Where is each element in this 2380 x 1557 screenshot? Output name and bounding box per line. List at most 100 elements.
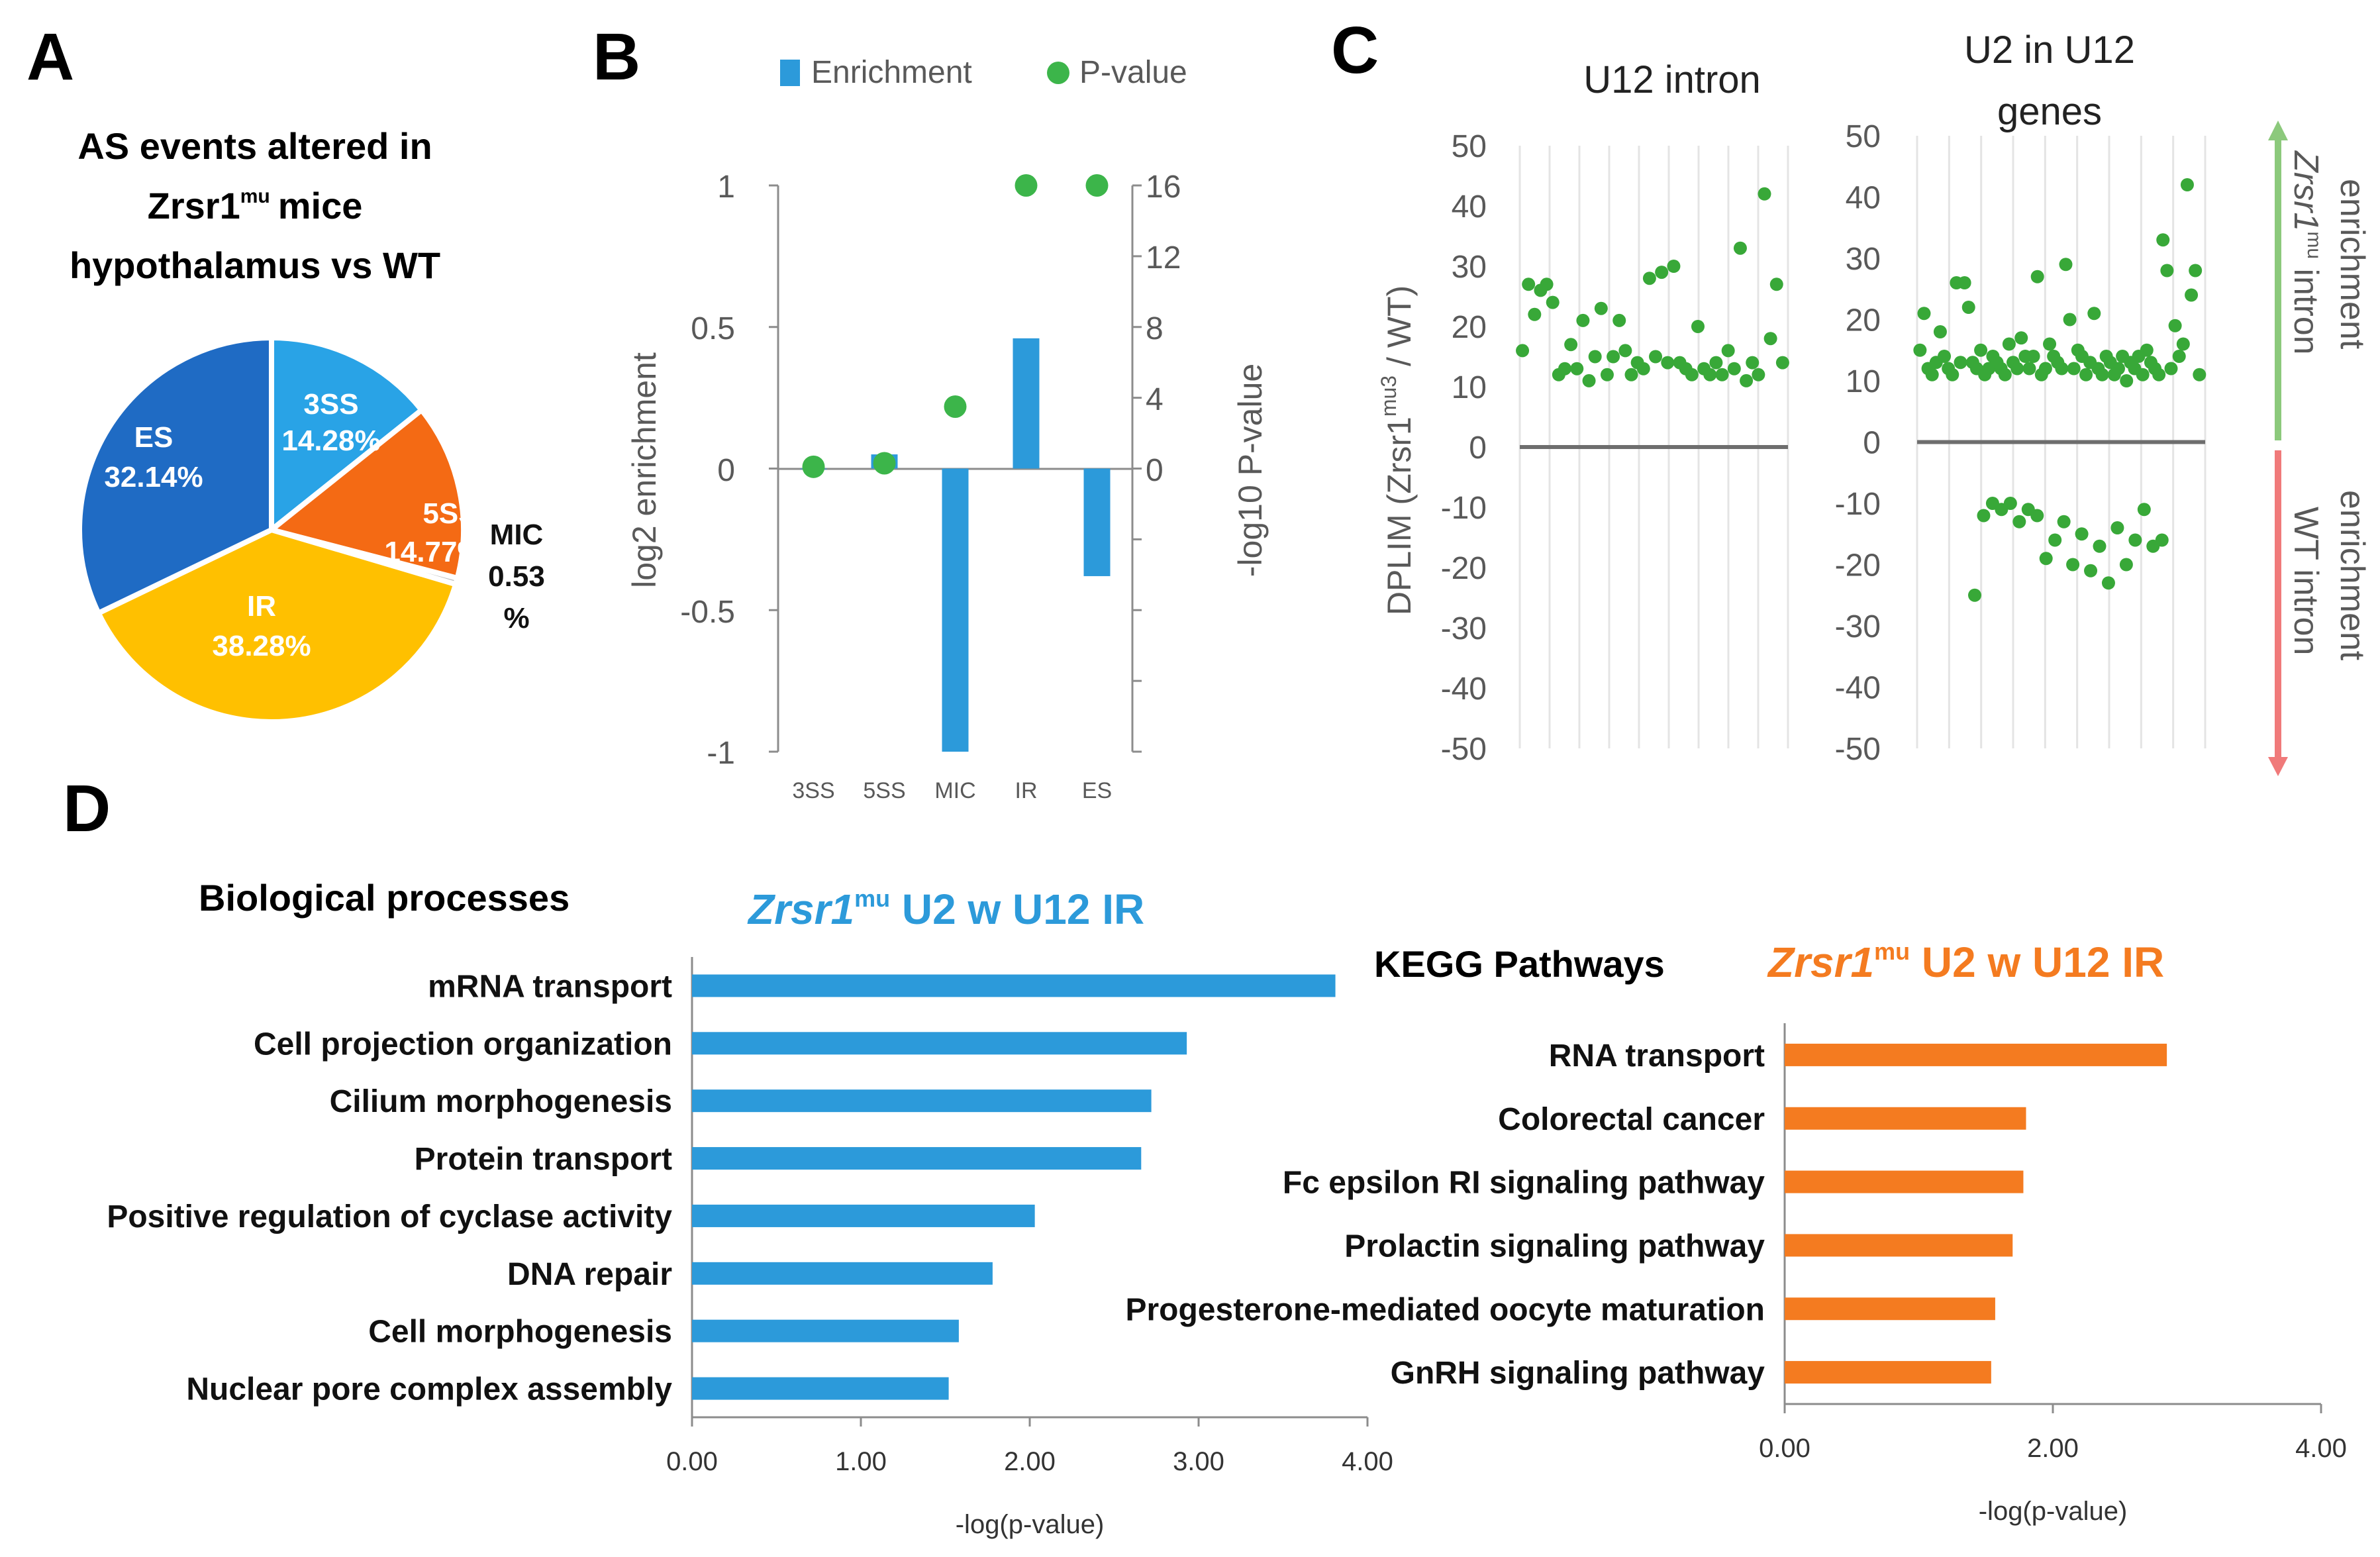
d-left-subtitle-gene: Zrsr1 <box>747 885 854 933</box>
c-ylabel: DPLIM (Zrsr1mu3 / WT) <box>1377 285 1418 615</box>
c-side-top-rest: intron <box>2287 259 2325 355</box>
chartD1-bar-6 <box>692 1319 959 1342</box>
pie-title-line2: Zrsr1mu mice <box>148 185 363 226</box>
d-right-subtitle: Zrsr1mu U2 w U12 IR <box>1767 938 2164 986</box>
c-ytick: 20 <box>1846 303 1881 338</box>
c-point <box>1961 301 1975 314</box>
c-point <box>1624 368 1638 381</box>
c-ytick: -40 <box>1441 672 1487 707</box>
c-ytick: -50 <box>1441 732 1487 767</box>
c-point <box>1522 277 1536 291</box>
b-ylabel: log2 enrichment <box>626 352 663 588</box>
c-point <box>2010 362 2024 376</box>
b-dot-mic <box>944 395 967 418</box>
c-point <box>2111 362 2125 376</box>
d-right-title: KEGG Pathways <box>1374 943 1665 985</box>
chartD2-category-0: RNA transport <box>1549 1038 1765 1074</box>
b-bar-mic <box>942 468 969 752</box>
chartD1-bar-3 <box>692 1147 1142 1170</box>
b-xtick-5ss: 5SS <box>863 778 905 803</box>
pie-title-line3: hypothalamus vs WT <box>70 244 440 286</box>
c-point <box>1998 368 2012 381</box>
chartD1-category-5: DNA repair <box>507 1257 672 1292</box>
biological-processes-chart: mRNA transport Cell projection organizati… <box>107 957 1393 1539</box>
c-point <box>1733 241 1747 255</box>
c-point <box>2101 576 2115 590</box>
chartD2-category-1: Colorectal cancer <box>1498 1102 1765 1137</box>
chartD1-xtick-4: 4.00 <box>1342 1447 1393 1476</box>
panel-a: A AS events altered in Zrsr1mu mice hypot… <box>26 20 545 725</box>
chartD2-bar-1 <box>1785 1107 2026 1130</box>
legend-enrichment-swatch <box>780 60 800 86</box>
chartD2-bar-3 <box>1785 1234 2013 1257</box>
c-side-top-label: Zrsr1mu intron <box>2287 150 2325 355</box>
c-point <box>1576 313 1590 327</box>
b-bar-ir <box>1013 338 1040 469</box>
b-y2tick-5: 0 <box>1146 453 1164 488</box>
c-point <box>2110 521 2124 534</box>
c-side-top-sub: enrichment <box>2333 179 2371 350</box>
legend-pvalue-label: P-value <box>1079 55 1187 90</box>
c-point <box>2003 497 2017 510</box>
c-point <box>2156 233 2170 247</box>
c-point <box>1752 368 1765 381</box>
b-y2tick-1: 16 <box>1146 170 1181 205</box>
dplim-scatter: 50 40 30 20 10 0 -10 -20 -30 -40 -50 50 40 30 20 10 0 -10… <box>1441 119 2206 767</box>
c-ylabel-rest: / WT) <box>1381 285 1418 376</box>
c-point <box>1607 350 1620 364</box>
c-point <box>1618 344 1632 358</box>
c-ytick: -20 <box>1835 548 1881 583</box>
c-point <box>1546 295 1560 309</box>
c-ytick: -30 <box>1835 609 1881 644</box>
c-point <box>1667 260 1681 273</box>
pie-labels: 3SS 14.28% 5SS 14.77% MIC 0.53 % IR 38.2… <box>104 388 544 662</box>
pie-label-mic-value: 0.53 <box>488 560 545 593</box>
c-point <box>1703 368 1717 381</box>
c-point <box>1649 350 1663 364</box>
c-point <box>1968 588 1981 602</box>
c-ytick: 30 <box>1452 250 1487 285</box>
c-ytick: 40 <box>1452 189 1487 225</box>
c-point <box>2002 337 2016 351</box>
c-point <box>1558 362 1572 376</box>
d-right-subtitle-rest: U2 w U12 IR <box>1910 938 2164 986</box>
b-ytick-1: 1 <box>717 170 735 205</box>
chartD1-xtick-2: 2.00 <box>1004 1447 1056 1476</box>
c-title-u2-line2: genes <box>1997 90 2102 133</box>
kegg-pathways-chart: RNA transport Colorectal cancer Fc epsilon… <box>1125 1023 2347 1526</box>
chartD1-bar-7 <box>692 1377 949 1400</box>
c-point <box>1775 356 1789 370</box>
b-right-ticks: 16 12 8 4 0 <box>1146 170 1181 488</box>
b-ytick-2: 0.5 <box>691 311 735 346</box>
c-point <box>1977 509 1991 523</box>
b-ytick-4: -0.5 <box>680 595 735 630</box>
chartD2-xtick-0: 0.00 <box>1759 1434 1810 1463</box>
chartD1-bar-0 <box>692 974 1336 997</box>
c-point <box>2012 515 2026 528</box>
c-point <box>2057 515 2071 528</box>
c-point <box>1540 277 1554 291</box>
chartD1-category-2: Cilium morphogenesis <box>330 1084 672 1119</box>
legend-enrichment-label: Enrichment <box>811 55 972 90</box>
c-title-u2-line1: U2 in U12 <box>1964 28 2135 72</box>
c-side-top-italic: Zrsr1 <box>2287 150 2325 231</box>
c-ytick: 20 <box>1452 310 1487 345</box>
c-ytick: -30 <box>1441 611 1487 646</box>
pie-label-mic-unit: % <box>503 602 529 634</box>
b-xtick-ir: IR <box>1015 778 1038 803</box>
c-point <box>1655 266 1669 279</box>
c-point <box>2120 374 2134 387</box>
legend-pvalue-dot <box>1047 62 1069 84</box>
c-point <box>2014 331 2028 345</box>
c-point <box>2164 362 2178 376</box>
chartD2-xlabel: -log(p-value) <box>1979 1497 2128 1526</box>
b-y2tick-4: 4 <box>1146 382 1164 417</box>
pie-slice-3ss <box>269 334 426 536</box>
c-point <box>1974 343 1988 357</box>
c-point <box>1588 350 1602 364</box>
c-point <box>2087 307 2101 321</box>
pie-slice-es <box>77 334 274 617</box>
mu-enrichment-arrow-head <box>2268 121 2288 140</box>
c-point <box>2128 533 2142 547</box>
